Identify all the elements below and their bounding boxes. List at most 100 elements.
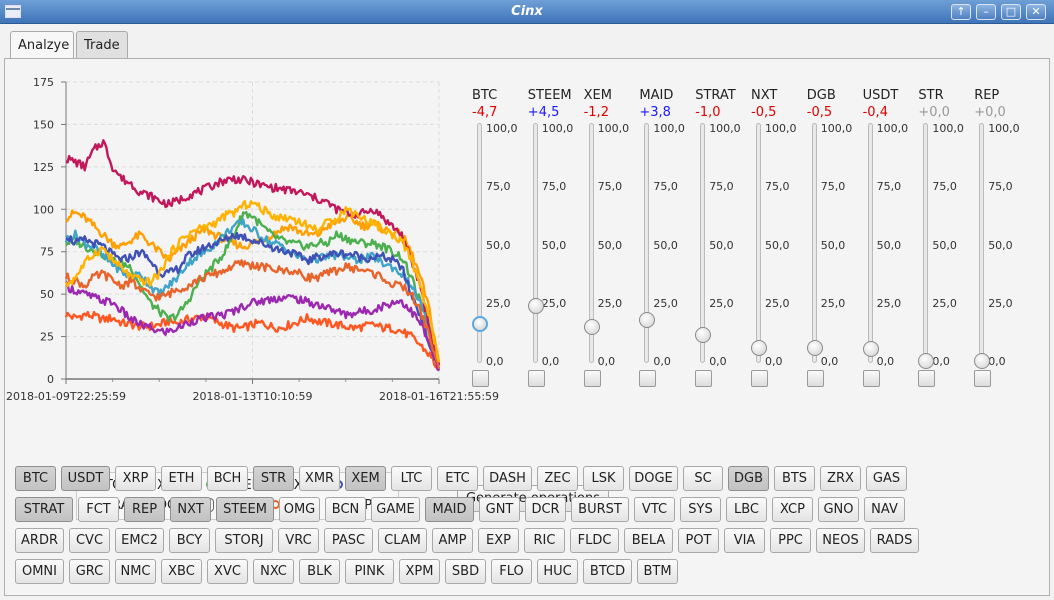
- coin-button-huc[interactable]: HUC: [537, 559, 578, 584]
- slider-checkbox[interactable]: [806, 370, 824, 387]
- coin-button-grc[interactable]: GRC: [69, 559, 110, 584]
- coin-button-vtc[interactable]: VTC: [634, 497, 675, 522]
- slider-track[interactable]: [756, 123, 761, 363]
- slider-thumb[interactable]: [695, 327, 712, 344]
- slider-track[interactable]: [532, 123, 538, 363]
- coin-button-btm[interactable]: BTM: [637, 559, 678, 584]
- slider-track[interactable]: [700, 123, 706, 363]
- slider-checkbox[interactable]: [583, 370, 601, 387]
- maximize-button[interactable]: □: [1001, 4, 1021, 20]
- coin-button-fct[interactable]: FCT: [78, 497, 119, 522]
- coin-button-amp[interactable]: AMP: [432, 528, 473, 553]
- slider-thumb[interactable]: [918, 353, 935, 369]
- coin-button-gas[interactable]: GAS: [866, 466, 907, 491]
- slider-checkbox[interactable]: [862, 370, 880, 387]
- coin-button-omg[interactable]: OMG: [279, 497, 320, 522]
- slider-thumb[interactable]: [974, 353, 991, 369]
- coin-button-omni[interactable]: OMNI: [15, 559, 64, 584]
- coin-button-storj[interactable]: STORJ: [215, 528, 273, 553]
- coin-button-ardr[interactable]: ARDR: [15, 528, 64, 553]
- coin-button-strat[interactable]: STRAT: [15, 497, 73, 522]
- coin-button-sbd[interactable]: SBD: [445, 559, 486, 584]
- coin-button-vrc[interactable]: VRC: [278, 528, 319, 553]
- coin-button-doge[interactable]: DOGE: [629, 466, 678, 491]
- coin-button-via[interactable]: VIA: [724, 528, 765, 553]
- coin-button-game[interactable]: GAME: [371, 497, 420, 522]
- coin-button-xrp[interactable]: XRP: [115, 466, 156, 491]
- slider-track[interactable]: [588, 123, 594, 363]
- slider-checkbox[interactable]: [918, 370, 936, 387]
- coin-button-xpm[interactable]: XPM: [399, 559, 440, 584]
- tab-trade[interactable]: Trade: [76, 31, 128, 59]
- coin-button-sys[interactable]: SYS: [680, 497, 721, 522]
- coin-button-burst[interactable]: BURST: [571, 497, 629, 522]
- coin-button-str[interactable]: STR: [253, 466, 294, 491]
- coin-button-ppc[interactable]: PPC: [770, 528, 811, 553]
- coin-button-bcn[interactable]: BCN: [325, 497, 366, 522]
- coin-button-xem[interactable]: XEM: [345, 466, 386, 491]
- slider-thumb[interactable]: [583, 319, 600, 336]
- coin-button-exp[interactable]: EXP: [478, 528, 519, 553]
- tab-analyze[interactable]: Analzye: [10, 31, 74, 60]
- slider-checkbox[interactable]: [527, 370, 545, 387]
- coin-button-usdt[interactable]: USDT: [61, 466, 110, 491]
- coin-button-bcy[interactable]: BCY: [169, 528, 210, 553]
- slider-thumb[interactable]: [472, 316, 488, 333]
- coin-button-bela[interactable]: BELA: [624, 528, 673, 553]
- coin-button-lbc[interactable]: LBC: [726, 497, 767, 522]
- minimize-button[interactable]: –: [976, 4, 996, 20]
- slider-checkbox[interactable]: [639, 370, 657, 387]
- coin-button-xcp[interactable]: XCP: [772, 497, 813, 522]
- slider-track[interactable]: [867, 123, 873, 363]
- coin-button-rads[interactable]: RADS: [870, 528, 919, 553]
- slider-track[interactable]: [979, 123, 985, 363]
- coin-button-bts[interactable]: BTS: [774, 466, 815, 491]
- keep-on-top-button[interactable]: ↑: [951, 4, 971, 20]
- coin-button-dcr[interactable]: DCR: [525, 497, 566, 522]
- coin-button-eth[interactable]: ETH: [161, 466, 202, 491]
- coin-button-dgb[interactable]: DGB: [728, 466, 769, 491]
- coin-button-nxt[interactable]: NXT: [170, 497, 211, 522]
- coin-button-flo[interactable]: FLO: [491, 559, 532, 584]
- coin-button-cvc[interactable]: CVC: [69, 528, 110, 553]
- slider-checkbox[interactable]: [695, 370, 713, 387]
- slider-track[interactable]: [923, 123, 929, 363]
- slider-checkbox[interactable]: [974, 370, 992, 387]
- coin-button-pot[interactable]: POT: [678, 528, 719, 553]
- slider-thumb[interactable]: [806, 340, 823, 357]
- coin-button-pink[interactable]: PINK: [345, 559, 394, 584]
- slider-track[interactable]: [644, 123, 650, 363]
- coin-button-nav[interactable]: NAV: [864, 497, 905, 522]
- coin-button-sc[interactable]: SC: [683, 466, 723, 491]
- slider-thumb[interactable]: [639, 312, 656, 329]
- coin-button-xvc[interactable]: XVC: [207, 559, 248, 584]
- slider-track[interactable]: [477, 123, 482, 363]
- slider-track[interactable]: [811, 123, 817, 363]
- coin-button-fldc[interactable]: FLDC: [570, 528, 619, 553]
- coin-button-btc[interactable]: BTC: [15, 466, 56, 491]
- slider-thumb[interactable]: [862, 341, 879, 358]
- coin-button-rep[interactable]: REP: [124, 497, 165, 522]
- coin-button-bch[interactable]: BCH: [207, 466, 248, 491]
- slider-checkbox[interactable]: [751, 370, 768, 387]
- slider-checkbox[interactable]: [472, 370, 489, 387]
- coin-button-neos[interactable]: NEOS: [816, 528, 865, 553]
- coin-button-zec[interactable]: ZEC: [537, 466, 578, 491]
- coin-button-emc2[interactable]: EMC2: [115, 528, 164, 553]
- coin-button-nxc[interactable]: NXC: [253, 559, 294, 584]
- coin-button-dash[interactable]: DASH: [483, 466, 532, 491]
- coin-button-gno[interactable]: GNO: [818, 497, 859, 522]
- coin-button-ric[interactable]: RIC: [524, 528, 565, 553]
- coin-button-etc[interactable]: ETC: [437, 466, 478, 491]
- coin-button-steem[interactable]: STEEM: [216, 497, 274, 522]
- coin-button-xbc[interactable]: XBC: [161, 559, 202, 584]
- close-button[interactable]: ✕: [1026, 4, 1046, 20]
- coin-button-pasc[interactable]: PASC: [324, 528, 373, 553]
- coin-button-clam[interactable]: CLAM: [378, 528, 427, 553]
- coin-button-maid[interactable]: MAID: [425, 497, 474, 522]
- window-menu-icon[interactable]: [5, 5, 21, 18]
- coin-button-lsk[interactable]: LSK: [583, 466, 624, 491]
- coin-button-gnt[interactable]: GNT: [479, 497, 520, 522]
- coin-button-zrx[interactable]: ZRX: [820, 466, 861, 491]
- slider-thumb[interactable]: [751, 339, 767, 356]
